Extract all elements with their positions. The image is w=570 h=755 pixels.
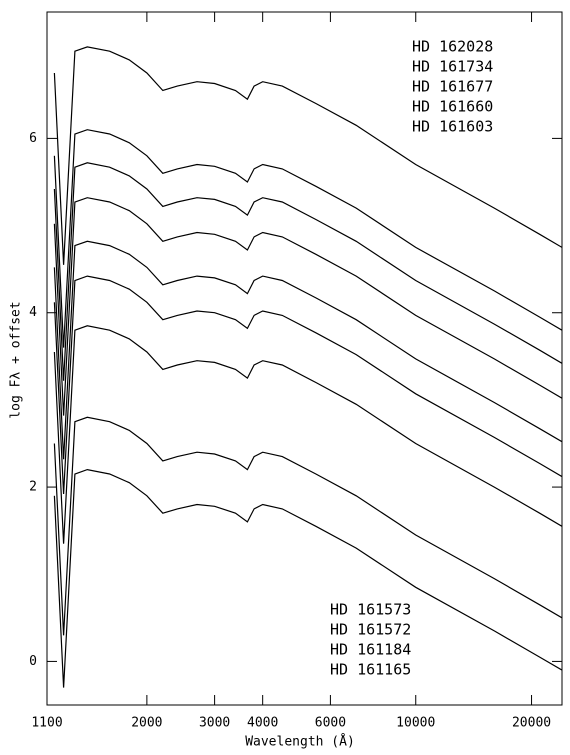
spectrum-line (53, 468, 562, 688)
legend-label: HD 161603 (412, 118, 493, 136)
x-tick-label: 10000 (396, 716, 435, 731)
y-tick-label: 6 (29, 131, 37, 146)
spectrum-line (53, 240, 562, 460)
x-tick-label: 1100 (31, 716, 62, 731)
legend-label: HD 161677 (412, 78, 493, 96)
spectrum-line (53, 197, 562, 416)
legend-label: HD 161734 (412, 58, 493, 76)
legend-label: HD 162028 (412, 38, 493, 56)
spectrum-line (53, 129, 562, 348)
plot-frame (46, 11, 563, 706)
x-axis-label: Wavelength (Å) (245, 734, 355, 750)
legend-label: HD 161165 (330, 661, 411, 679)
legend-label: HD 161184 (330, 641, 411, 659)
x-tick-label: 4000 (247, 716, 278, 731)
lines (53, 46, 562, 688)
y-axis-label: log Fλ + offset (9, 301, 24, 418)
spectrum-line (53, 46, 562, 265)
y-tick-label: 0 (29, 654, 37, 669)
y-tick-label: 4 (29, 305, 37, 320)
legend-label: HD 161573 (330, 601, 411, 619)
legend-label: HD 161660 (412, 98, 493, 116)
spectrum-line (53, 416, 562, 636)
legend-label: HD 161572 (330, 621, 411, 639)
x-tick-label: 6000 (315, 716, 346, 731)
x-tick-label: 2000 (131, 716, 162, 731)
y-tick-label: 2 (29, 480, 37, 495)
spectrum-line (53, 162, 562, 381)
spectrum-line (53, 275, 562, 495)
x-tick-label: 3000 (199, 716, 230, 731)
x-tick-label: 20000 (512, 716, 551, 731)
spectrum-line (53, 325, 562, 544)
